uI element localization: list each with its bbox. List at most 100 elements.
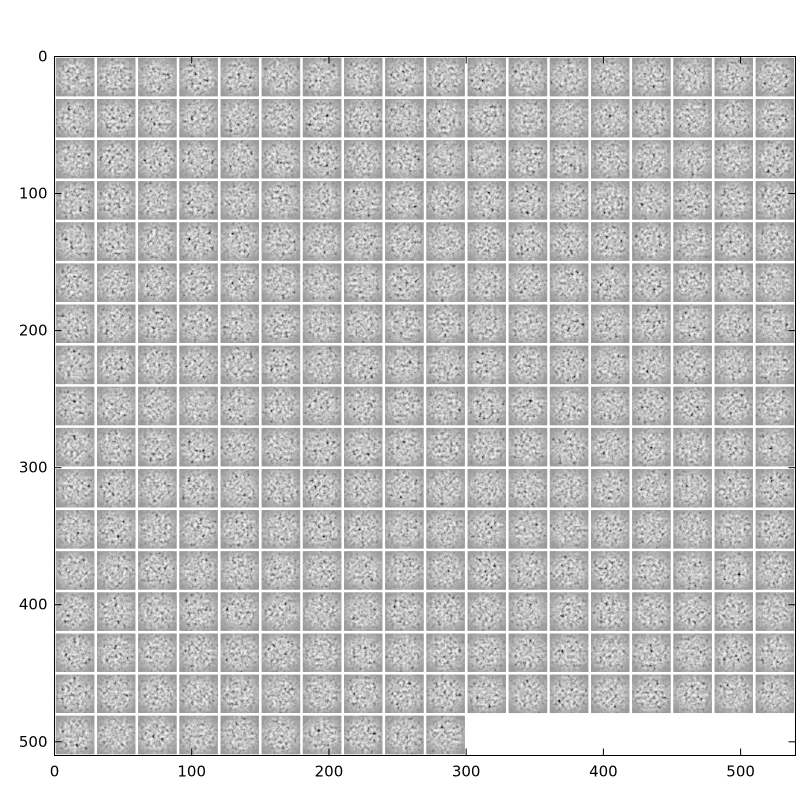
tile-fade — [549, 304, 589, 343]
tile-fade — [673, 263, 712, 302]
tile-fade — [714, 551, 753, 590]
tile-fade — [385, 715, 424, 755]
x-tick-label: 200 — [315, 763, 344, 781]
y-tick-label: 400 — [19, 596, 48, 614]
tile-fade — [220, 551, 259, 590]
tile-fade — [97, 181, 136, 220]
tile-fade — [220, 304, 259, 343]
x-tick-label: 100 — [177, 763, 206, 781]
tile-fade — [97, 345, 136, 385]
tile-fade — [261, 222, 301, 261]
tile-fade — [426, 140, 465, 179]
tile-fade — [508, 304, 548, 343]
tile-fade — [261, 263, 301, 302]
tile-fade — [549, 386, 589, 426]
tile-fade — [591, 510, 630, 549]
tile-fade — [344, 633, 383, 672]
tile-fade — [179, 551, 218, 590]
tile-fade — [220, 140, 259, 179]
tile-fade — [508, 98, 548, 138]
tile-fade — [261, 345, 301, 385]
tile-fade — [508, 386, 548, 426]
tile-fade — [344, 57, 383, 97]
tile-fade — [302, 181, 342, 220]
tile-fade — [673, 551, 712, 590]
y-tick-label: 300 — [19, 459, 48, 477]
tile-fade — [385, 263, 424, 302]
tile-fade — [344, 304, 383, 343]
tile-fade — [179, 715, 218, 755]
tile-fade — [55, 427, 95, 467]
tile-fade — [220, 98, 259, 138]
tile-fade — [138, 592, 177, 631]
tile-fade — [508, 222, 548, 261]
tile-fade — [591, 592, 630, 631]
tile-fade — [714, 592, 753, 631]
tile-fade — [714, 427, 753, 467]
tile-fade — [467, 427, 506, 467]
tile-fade — [385, 345, 424, 385]
tile-fade — [714, 386, 753, 426]
tile-fade — [55, 386, 95, 426]
tile-fade — [344, 345, 383, 385]
tile-fade — [755, 674, 795, 714]
tile-fade — [55, 715, 95, 755]
tile-fade — [55, 551, 95, 590]
tile-fade — [179, 98, 218, 138]
tile-fade — [220, 469, 259, 508]
tile-fade — [344, 263, 383, 302]
tile-fade — [426, 510, 465, 549]
tile-fade — [632, 263, 671, 302]
tile-fade — [344, 222, 383, 261]
tile-fade — [138, 304, 177, 343]
tile-fade — [220, 386, 259, 426]
tile-fade — [261, 469, 301, 508]
tile-fade — [55, 98, 95, 138]
tile-fade — [755, 427, 795, 467]
tile-fade — [467, 510, 506, 549]
tile-fade — [755, 57, 795, 97]
tile-fade — [467, 222, 506, 261]
tile-fade — [591, 140, 630, 179]
tile-fade — [632, 551, 671, 590]
tile-fade — [55, 345, 95, 385]
tile-fade — [220, 510, 259, 549]
tile-fade — [302, 427, 342, 467]
tile-fade — [673, 674, 712, 714]
tile-fade — [426, 427, 465, 467]
tile-fade — [138, 345, 177, 385]
tile-fade — [97, 57, 136, 97]
tile-fade — [467, 140, 506, 179]
tile-fade — [179, 633, 218, 672]
tile-fade — [632, 510, 671, 549]
tile-fade — [426, 469, 465, 508]
tile-fade — [385, 57, 424, 97]
tile-fade — [55, 510, 95, 549]
tile-fade — [549, 469, 589, 508]
tile-fade — [591, 304, 630, 343]
tile-fade — [385, 98, 424, 138]
tile-fade — [97, 98, 136, 138]
tile-fade — [591, 427, 630, 467]
tile-fade — [467, 181, 506, 220]
tile-fade — [179, 222, 218, 261]
x-tick-label: 300 — [452, 763, 481, 781]
tile-fade — [385, 181, 424, 220]
tile-fade — [714, 98, 753, 138]
tile-fade — [97, 510, 136, 549]
tile-fade — [549, 674, 589, 714]
tile-fade — [549, 263, 589, 302]
tile-fade — [632, 57, 671, 97]
tile-fade — [55, 222, 95, 261]
tile-fade — [426, 304, 465, 343]
tile-fade — [591, 674, 630, 714]
tile-fade — [755, 263, 795, 302]
tile-fade — [714, 181, 753, 220]
tile-fade — [385, 386, 424, 426]
tile-fade — [344, 427, 383, 467]
tile-fade — [97, 469, 136, 508]
tile-fade — [508, 592, 548, 631]
tile-fade — [755, 222, 795, 261]
tile-fade — [632, 140, 671, 179]
tile-fade — [261, 551, 301, 590]
